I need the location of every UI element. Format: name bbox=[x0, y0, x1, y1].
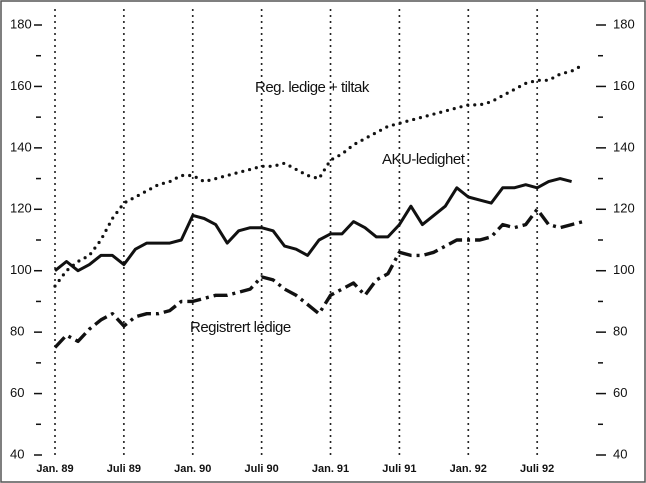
y2-tick-label: 40 bbox=[613, 446, 627, 461]
y-tick-label: 80 bbox=[10, 324, 24, 339]
y-tick-label: 160 bbox=[10, 78, 32, 93]
x-tick-label: Jan. 92 bbox=[450, 463, 487, 475]
x-tick-label: Jan. 91 bbox=[312, 463, 349, 475]
x-tick-label: Juli 89 bbox=[107, 463, 141, 475]
line-series bbox=[54, 177, 572, 273]
annotation: Registrert ledige bbox=[190, 319, 291, 336]
x-tick-label: Jan. 89 bbox=[36, 463, 73, 475]
y-tick-label: 180 bbox=[10, 16, 32, 31]
annotation: Reg. ledige + tiltak bbox=[255, 79, 370, 96]
y-tick-label: 120 bbox=[10, 201, 32, 216]
y-tick-label: 140 bbox=[10, 139, 32, 154]
x-tick-label: Juli 92 bbox=[520, 463, 554, 475]
x-tick-label: Juli 90 bbox=[245, 463, 279, 475]
y2-tick-label: 60 bbox=[613, 385, 627, 400]
y2-tick-label: 160 bbox=[613, 78, 635, 93]
y2-tick-label: 180 bbox=[613, 16, 635, 31]
y2-tick-label: 100 bbox=[613, 262, 635, 277]
y-tick-label: 100 bbox=[10, 262, 32, 277]
y-tick-label: 60 bbox=[10, 385, 24, 400]
y2-tick-label: 140 bbox=[613, 139, 635, 154]
y2-tick-label: 80 bbox=[613, 324, 627, 339]
x-tick-label: Juli 91 bbox=[382, 463, 416, 475]
y-tick-label: 40 bbox=[10, 446, 24, 461]
annotation: AKU-ledighet bbox=[382, 151, 466, 168]
y2-tick-label: 120 bbox=[613, 201, 635, 216]
line-series bbox=[53, 63, 585, 288]
x-tick-label: Jan. 90 bbox=[174, 463, 211, 475]
line-series bbox=[53, 207, 584, 349]
